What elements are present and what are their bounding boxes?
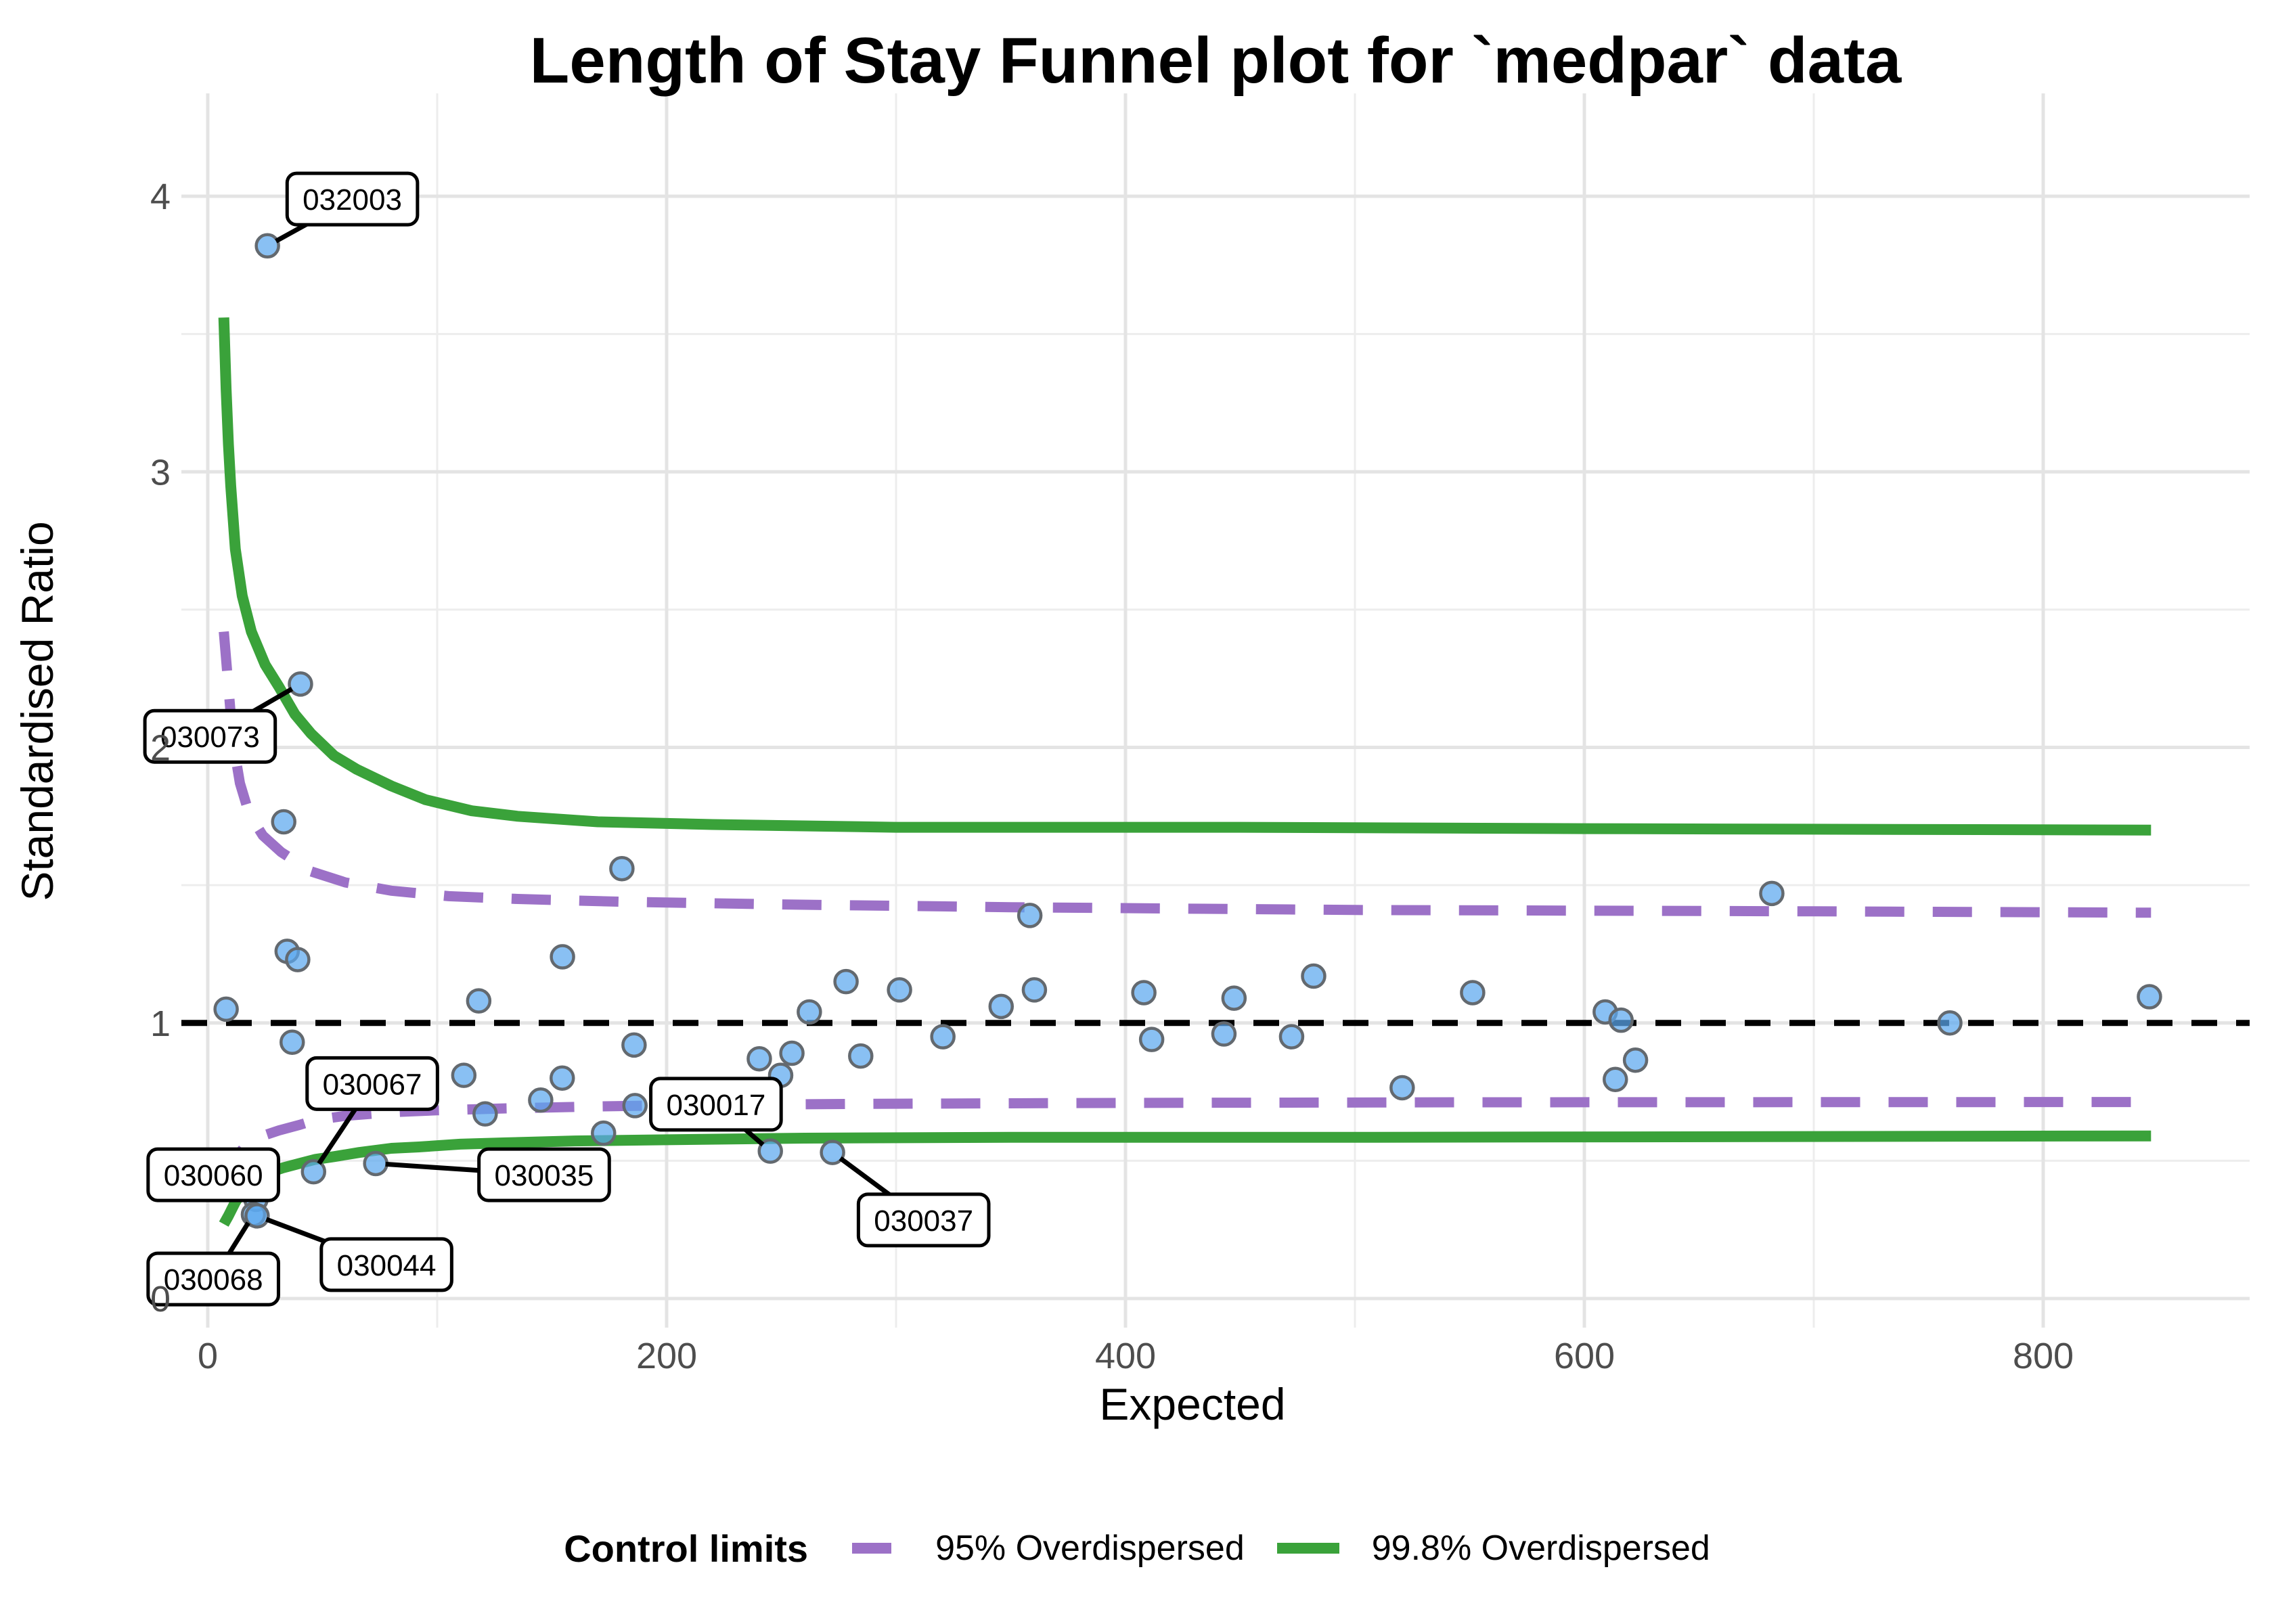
data-point (1021, 977, 1048, 1003)
control-limit-95-upper (219, 631, 2152, 918)
data-point (1138, 1027, 1165, 1052)
solid-line-swatch (1276, 1543, 1339, 1554)
data-point-030035 (363, 1150, 388, 1177)
data-points (213, 233, 2162, 1229)
label-text-032003: 032003 (303, 183, 402, 217)
data-point (466, 988, 492, 1014)
data-point (280, 1029, 305, 1056)
data-point (1131, 980, 1157, 1006)
y-tick-2: 2 (150, 728, 171, 769)
data-point (746, 1045, 772, 1072)
data-point (1608, 1007, 1634, 1033)
label-box-032003 (285, 171, 420, 227)
y-tick-4: 4 (150, 177, 171, 217)
data-point (833, 968, 859, 995)
control-limit-998-upper (218, 317, 2152, 836)
data-point-030044 (244, 1203, 270, 1229)
data-point (1301, 963, 1326, 989)
label-box-030037 (856, 1192, 991, 1248)
data-point (1460, 980, 1486, 1006)
dashed-line-swatch (852, 1543, 892, 1554)
data-point (1603, 1066, 1628, 1092)
data-point (1017, 903, 1043, 928)
label-box-030067 (305, 1056, 439, 1111)
data-point-030073 (288, 671, 313, 697)
data-point (451, 1062, 477, 1088)
data-point (550, 1065, 575, 1091)
data-point (1937, 1010, 1963, 1036)
data-point (797, 999, 822, 1025)
data-point (591, 1120, 617, 1146)
x-tick-800: 800 (2013, 1336, 2074, 1376)
legend-key-998-solid-line (1276, 1537, 1339, 1559)
legend-key-95-dashed-line (841, 1537, 903, 1559)
x-tick-0: 0 (198, 1336, 218, 1376)
data-point (213, 996, 239, 1022)
data-point (1221, 985, 1247, 1011)
data-point (779, 1040, 805, 1066)
label-text-030035: 030035 (495, 1159, 594, 1192)
label-box-030068 (146, 1251, 280, 1307)
label-box-030035 (477, 1147, 611, 1202)
data-point (550, 944, 575, 970)
label-text-030017: 030017 (666, 1089, 765, 1122)
data-point (1389, 1075, 1415, 1101)
data-point-030037 (820, 1140, 845, 1165)
legend-label-95: 95% Overdispersed (935, 1529, 1245, 1568)
legend-title: Control limits (564, 1527, 809, 1570)
label-box-030073 (143, 708, 277, 764)
label-text-030067: 030067 (323, 1068, 422, 1101)
y-tick-3: 3 (150, 452, 171, 493)
data-point (988, 993, 1015, 1020)
label-box-030060 (146, 1147, 280, 1202)
data-point-030067 (300, 1158, 327, 1185)
data-point (1759, 880, 1785, 907)
label-text-030044: 030044 (337, 1249, 437, 1282)
legend-label-998: 99.8% Overdispersed (1371, 1529, 1710, 1568)
x-tick-600: 600 (1554, 1336, 1615, 1376)
axis-tick-labels: 0 1 2 3 4 0 200 400 600 800 (150, 177, 2074, 1376)
control-limit-95-lower (219, 1097, 2152, 1185)
x-axis-title: Expected (1099, 1379, 1285, 1429)
y-tick-1: 1 (150, 1003, 171, 1044)
data-point (472, 1101, 498, 1127)
data-point (1278, 1024, 1305, 1050)
label-text-030060: 030060 (164, 1159, 263, 1192)
data-point (622, 1093, 648, 1119)
label-box-030017 (649, 1077, 783, 1132)
data-point (2137, 984, 2162, 1010)
label-text-030073: 030073 (160, 721, 260, 754)
data-point (930, 1024, 956, 1050)
data-point (1622, 1047, 1649, 1073)
point-labels: 032003 030073 030067 030060 030068 030044 0300… (143, 171, 991, 1307)
data-point (609, 855, 635, 882)
data-point (621, 1032, 647, 1058)
data-point (285, 947, 311, 972)
y-axis-title: Standardised Ratio (12, 521, 62, 901)
data-point (887, 977, 912, 1003)
chart-title: Length of Stay Funnel plot for `medpar` … (530, 24, 1902, 97)
data-point (1211, 1021, 1237, 1047)
label-text-030068: 030068 (164, 1263, 263, 1296)
data-point (848, 1043, 874, 1069)
y-tick-0: 0 (150, 1279, 171, 1320)
plot-panel (181, 93, 2250, 1328)
label-box-030044 (319, 1237, 453, 1292)
x-tick-200: 200 (636, 1336, 697, 1376)
data-point-030017 (757, 1138, 783, 1164)
label-text-030037: 030037 (874, 1204, 973, 1238)
legend: Control limits 95% Overdispersed 99.8% O… (0, 1514, 2274, 1582)
x-tick-400: 400 (1095, 1336, 1156, 1376)
data-point (528, 1087, 554, 1113)
data-point (271, 809, 296, 835)
data-point-032003 (254, 233, 280, 259)
